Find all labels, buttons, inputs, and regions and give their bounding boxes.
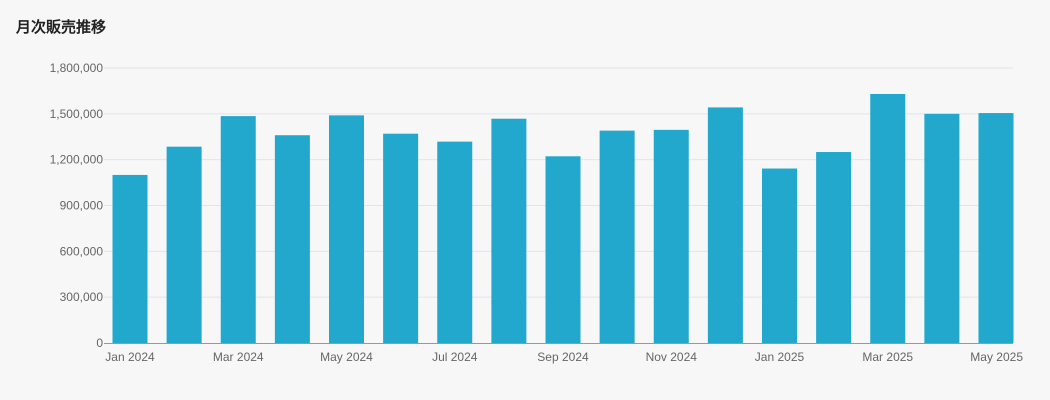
x-tick-label: Jan 2025 [755, 350, 805, 364]
bar[interactable] [545, 156, 581, 343]
bar[interactable] [329, 115, 364, 343]
y-tick-label: 1,500,000 [50, 107, 104, 121]
bar[interactable] [762, 168, 797, 343]
x-tick-label: Nov 2024 [646, 350, 698, 364]
x-tick-label: Jan 2024 [105, 350, 155, 364]
y-tick-label: 900,000 [60, 199, 104, 213]
bar[interactable] [383, 133, 419, 343]
bar[interactable] [870, 93, 906, 343]
bar[interactable] [599, 130, 635, 343]
x-tick-label: Jul 2024 [432, 350, 478, 364]
chart-title: 月次販売推移 [16, 18, 107, 36]
x-tick-label: May 2025 [970, 350, 1023, 364]
y-tick-label: 1,800,000 [50, 61, 104, 75]
x-tick-label: Mar 2024 [213, 350, 264, 364]
bar[interactable] [816, 152, 852, 343]
x-tick-label: May 2024 [320, 350, 373, 364]
bar[interactable] [112, 174, 148, 343]
y-tick-label: 0 [96, 336, 103, 350]
x-tick-label: Sep 2024 [537, 350, 589, 364]
x-tick-labels: Jan 2024 Mar 2024 May 2024 Jul 2024 Sep 2024… [105, 350, 1023, 364]
bar[interactable] [274, 135, 310, 343]
y-tick-label: 600,000 [60, 244, 104, 258]
y-tick-label: 1,200,000 [50, 153, 104, 167]
bar[interactable] [924, 113, 960, 343]
bar[interactable] [978, 113, 1014, 343]
bar[interactable] [491, 118, 527, 343]
bars [112, 93, 1014, 344]
y-tick-label: 300,000 [60, 290, 104, 304]
x-tick-label: Mar 2025 [862, 350, 913, 364]
bar[interactable] [437, 141, 473, 343]
bar[interactable] [220, 116, 256, 343]
y-tick-labels: 0 300,000 600,000 900,000 1,200,000 1,500,000… [50, 61, 104, 350]
bar[interactable] [166, 146, 202, 343]
bar[interactable] [653, 129, 689, 343]
bar[interactable] [707, 107, 743, 344]
